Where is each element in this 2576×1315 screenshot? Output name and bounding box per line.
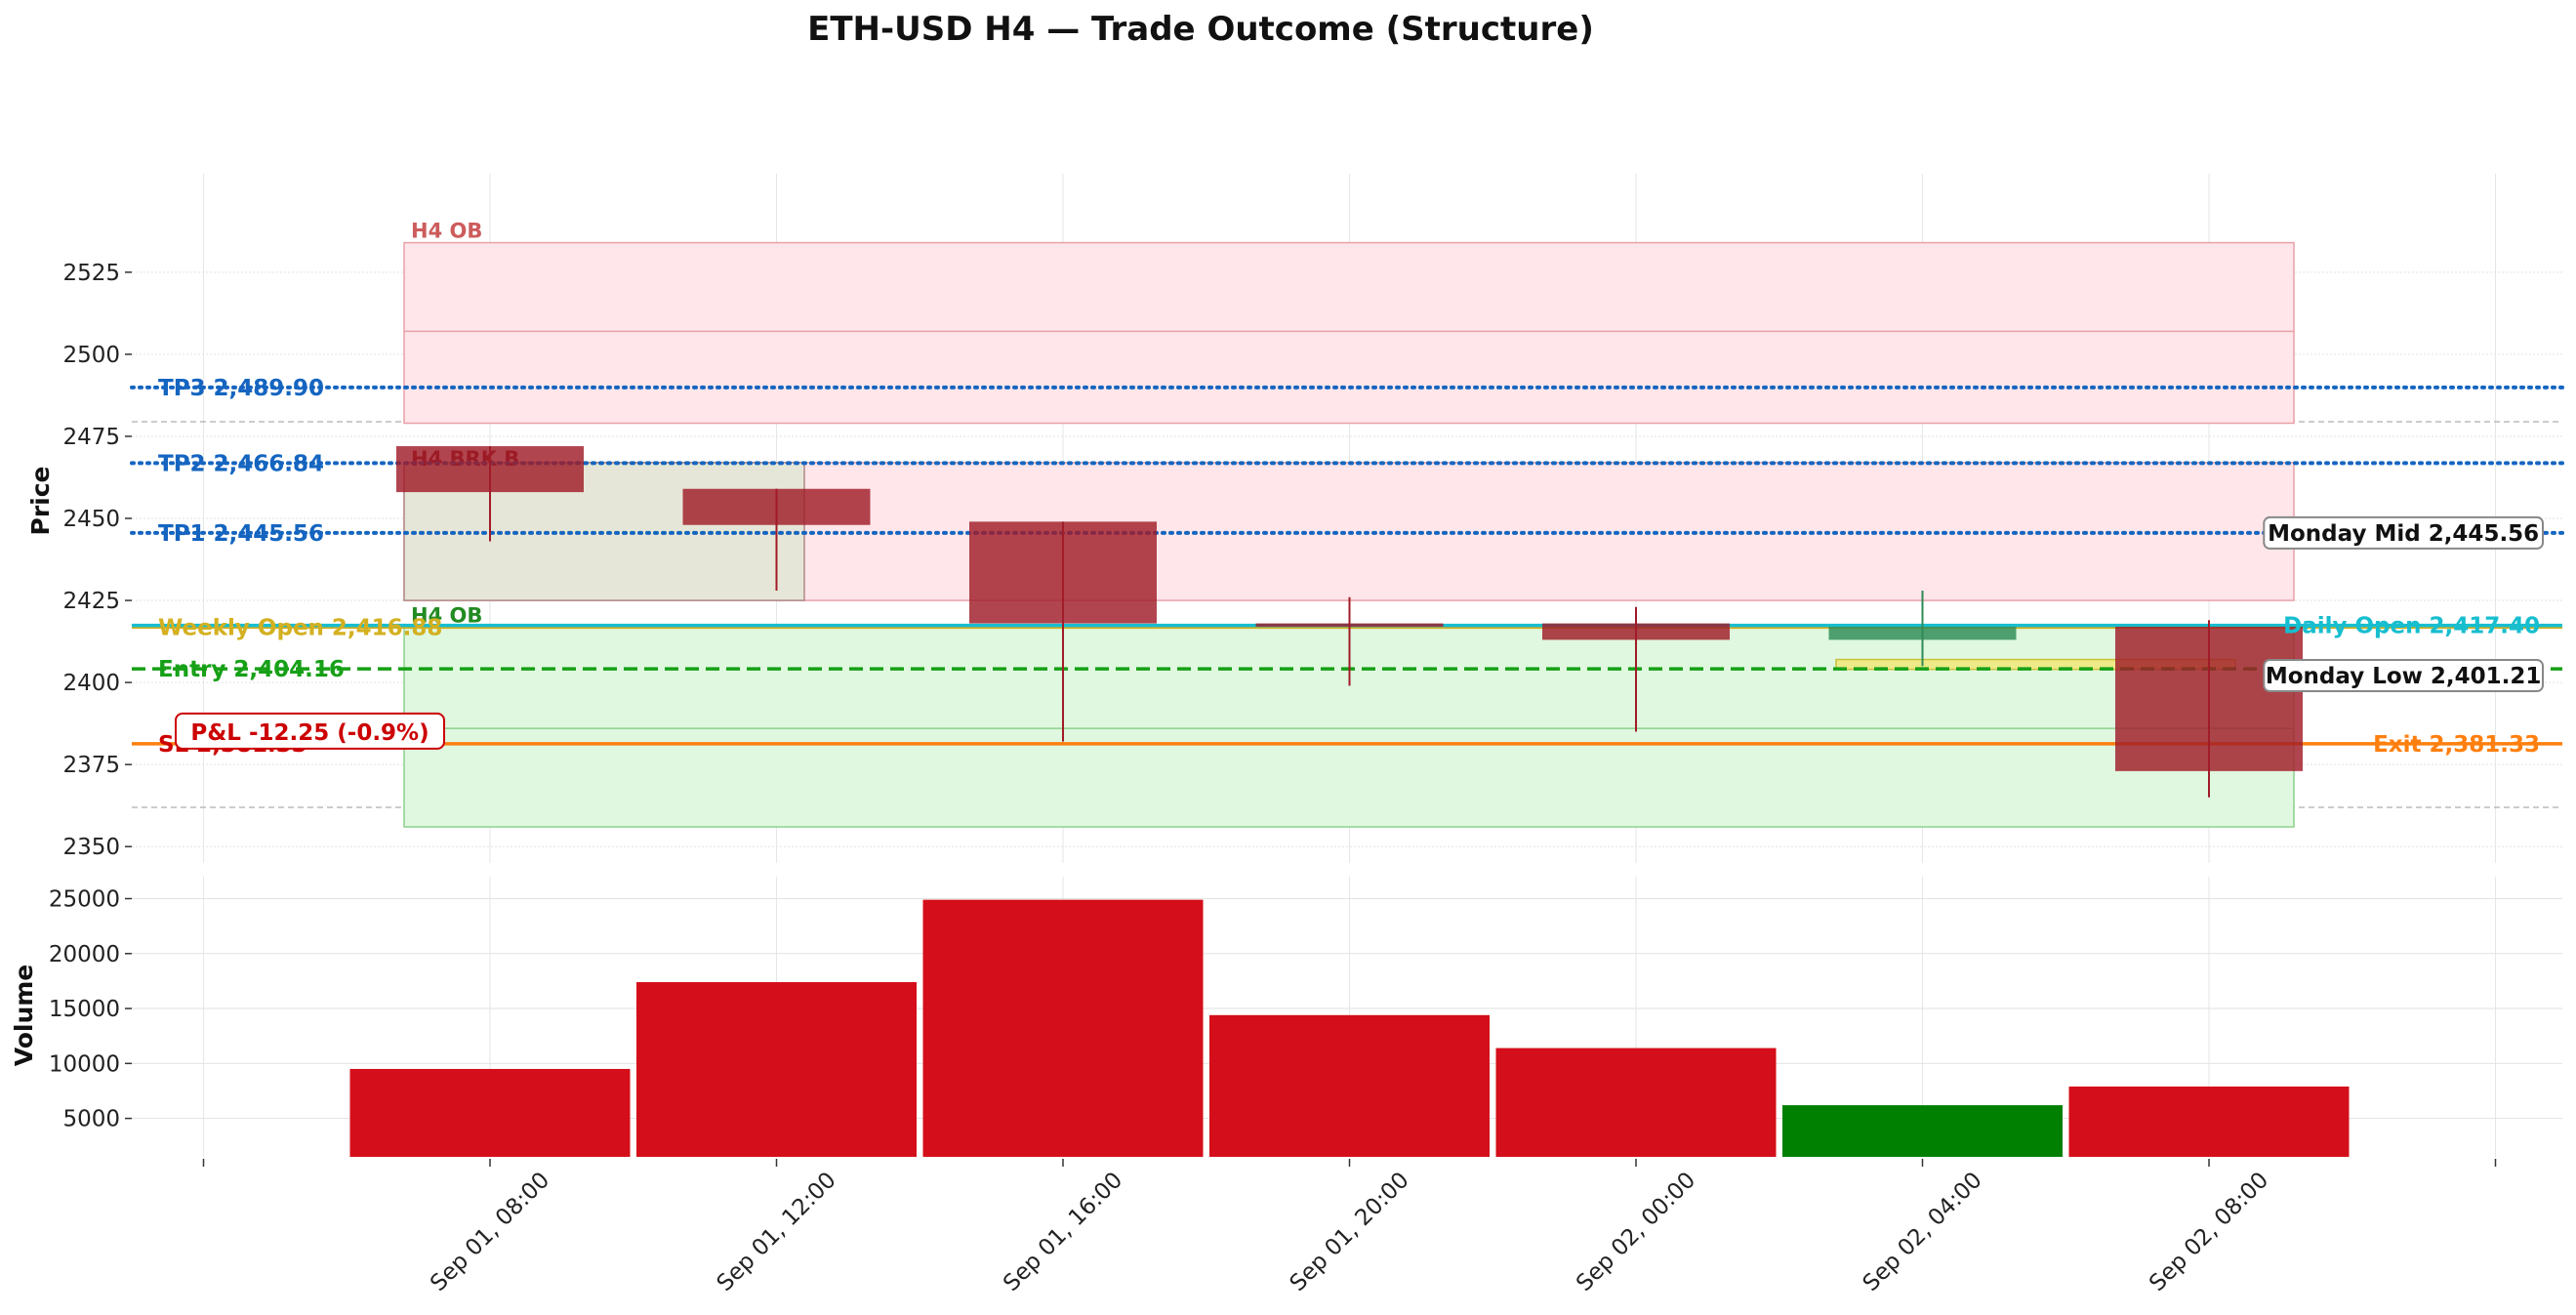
- price-tick-label: 2500: [62, 343, 120, 368]
- volume-bar: [922, 899, 1204, 1157]
- candle-body: [396, 446, 584, 493]
- price-tick-label: 2425: [62, 589, 120, 614]
- level-label: Weekly Open 2,416.88: [158, 615, 442, 640]
- level-label: TP3 2,489.90: [158, 376, 324, 401]
- volume-axis-label: Volume: [10, 965, 38, 1067]
- price-axis-label: Price: [26, 467, 55, 536]
- level-label: Entry 2,404.16: [158, 657, 345, 682]
- candle-body: [2115, 626, 2303, 771]
- time-tick-label: Sep 01, 12:00: [713, 1168, 841, 1296]
- candle-body: [682, 488, 871, 525]
- zone-label: H4 OB: [411, 220, 482, 243]
- volume-bar: [1495, 1048, 1777, 1157]
- level-labels: TP3 2,489.90 TP2 2,466.84 TP1 2,445.56 Week…: [158, 376, 2545, 758]
- price-axis-ticks: 2350 2375 2400 2425 2450 2475 2500 2525: [62, 261, 132, 860]
- volume-bars: [349, 899, 2350, 1157]
- zone-bearish: [403, 241, 2295, 425]
- candle-body: [1255, 623, 1444, 627]
- annotation-label: Monday Mid 2,445.56: [2268, 521, 2539, 547]
- level-label: TP2 2,466.84: [158, 451, 324, 476]
- candle-body: [1828, 626, 2017, 640]
- pnl-label: P&L -12.25 (-0.9%): [190, 720, 429, 746]
- candle-body: [1542, 623, 1730, 640]
- level-label: Daily Open 2,417.40: [2283, 614, 2540, 639]
- volume-axis-ticks: 5000 10000 15000 20000 25000: [49, 887, 132, 1132]
- volume-tick-label: 20000: [49, 942, 120, 967]
- price-tick-label: 2350: [62, 835, 120, 860]
- volume-tick-label: 10000: [49, 1051, 120, 1077]
- volume-tick-label: 15000: [49, 997, 120, 1022]
- volume-bar: [1209, 1014, 1490, 1157]
- volume-bar: [636, 982, 917, 1157]
- time-tick-label: Sep 01, 20:00: [1286, 1168, 1414, 1296]
- volume-bar: [349, 1068, 631, 1157]
- time-axis-ticks: Sep 01, 08:00 Sep 01, 12:00 Sep 01, 16:00 S…: [202, 1159, 2497, 1296]
- volume-bar: [1782, 1105, 2063, 1157]
- time-tick-label: Sep 02, 08:00: [2145, 1168, 2273, 1296]
- chart-title: ETH-USD H4 — Trade Outcome (Structure): [807, 10, 1594, 49]
- level-label: Exit 2,381.33: [2373, 732, 2540, 758]
- time-tick-label: Sep 02, 00:00: [1572, 1168, 1700, 1296]
- level-label: TP1 2,445.56: [158, 521, 324, 547]
- price-tick-label: 2400: [62, 671, 120, 696]
- volume-bar: [2068, 1086, 2350, 1157]
- annotation-box: [2263, 515, 2545, 550]
- volume-tick-label: 5000: [62, 1107, 120, 1132]
- price-tick-label: 2475: [62, 425, 120, 450]
- price-tick-label: 2450: [62, 507, 120, 532]
- time-tick-label: Sep 02, 04:00: [1859, 1168, 1987, 1296]
- volume-tick-label: 25000: [49, 887, 120, 913]
- zone-label: H4 OB: [411, 603, 482, 627]
- pnl-box: [175, 712, 445, 750]
- annotation-label: Monday Low 2,401.21: [2266, 664, 2542, 689]
- price-tick-label: 2525: [62, 261, 120, 286]
- price-tick-label: 2375: [62, 753, 120, 778]
- candlesticks: [396, 446, 2303, 798]
- time-tick-label: Sep 01, 16:00: [999, 1168, 1127, 1296]
- candle-body: [969, 521, 1157, 624]
- annotation-box: [2263, 659, 2545, 693]
- time-tick-label: Sep 01, 08:00: [426, 1168, 554, 1296]
